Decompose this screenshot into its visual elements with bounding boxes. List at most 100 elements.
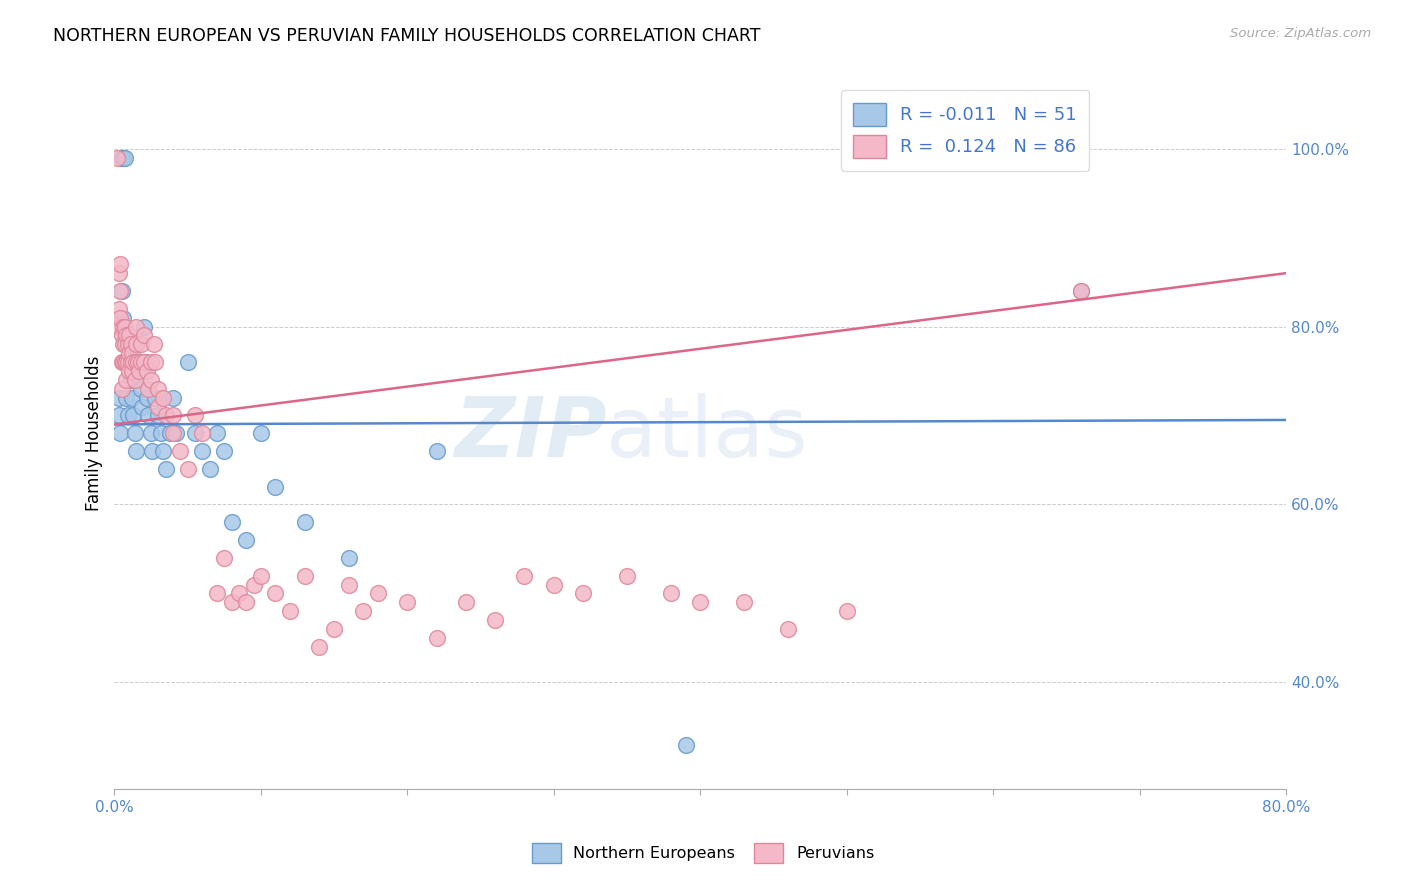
Point bbox=[205, 426, 228, 441]
Point bbox=[110, 426, 132, 441]
Point bbox=[139, 355, 162, 369]
Point bbox=[169, 444, 191, 458]
Point bbox=[135, 391, 157, 405]
Point bbox=[145, 391, 167, 405]
Point bbox=[129, 382, 152, 396]
Point bbox=[134, 355, 156, 369]
Point bbox=[125, 444, 148, 458]
Point bbox=[125, 337, 148, 351]
Point bbox=[118, 364, 141, 378]
Point bbox=[132, 328, 155, 343]
Point bbox=[145, 355, 167, 369]
Point bbox=[323, 622, 346, 636]
Point bbox=[659, 586, 682, 600]
Point bbox=[118, 328, 141, 343]
Point bbox=[115, 328, 138, 343]
Point bbox=[191, 426, 214, 441]
Point bbox=[148, 382, 170, 396]
Point bbox=[152, 444, 174, 458]
Point bbox=[484, 613, 506, 627]
Point bbox=[127, 355, 149, 369]
Point bbox=[114, 151, 136, 165]
Point bbox=[125, 355, 148, 369]
Point bbox=[112, 310, 135, 325]
Point bbox=[689, 595, 711, 609]
Point bbox=[117, 355, 139, 369]
Point bbox=[513, 568, 536, 582]
Point bbox=[136, 382, 159, 396]
Point bbox=[135, 364, 157, 378]
Point bbox=[114, 337, 136, 351]
Point bbox=[131, 400, 153, 414]
Point bbox=[165, 426, 187, 441]
Point bbox=[117, 409, 139, 423]
Point bbox=[294, 515, 316, 529]
Point bbox=[118, 346, 141, 360]
Point bbox=[111, 151, 134, 165]
Point bbox=[250, 568, 273, 582]
Point bbox=[114, 319, 136, 334]
Point bbox=[128, 364, 150, 378]
Point bbox=[212, 550, 235, 565]
Point bbox=[120, 355, 142, 369]
Point bbox=[184, 426, 207, 441]
Point bbox=[278, 604, 301, 618]
Point bbox=[124, 373, 146, 387]
Point bbox=[122, 409, 145, 423]
Point bbox=[110, 257, 132, 271]
Point bbox=[112, 355, 135, 369]
Point bbox=[121, 346, 143, 360]
Text: Source: ZipAtlas.com: Source: ZipAtlas.com bbox=[1230, 27, 1371, 40]
Point bbox=[115, 355, 138, 369]
Point bbox=[132, 319, 155, 334]
Point bbox=[111, 284, 134, 298]
Point bbox=[337, 577, 360, 591]
Point bbox=[264, 480, 287, 494]
Point bbox=[139, 426, 162, 441]
Point bbox=[235, 595, 257, 609]
Point bbox=[426, 444, 449, 458]
Point bbox=[112, 319, 135, 334]
Point bbox=[110, 284, 132, 298]
Point bbox=[120, 373, 142, 387]
Text: NORTHERN EUROPEAN VS PERUVIAN FAMILY HOUSEHOLDS CORRELATION CHART: NORTHERN EUROPEAN VS PERUVIAN FAMILY HOU… bbox=[53, 27, 761, 45]
Point bbox=[162, 391, 184, 405]
Point bbox=[114, 355, 136, 369]
Point bbox=[112, 337, 135, 351]
Point bbox=[1070, 284, 1092, 298]
Point bbox=[107, 391, 129, 405]
Point bbox=[337, 550, 360, 565]
Point bbox=[191, 444, 214, 458]
Point bbox=[176, 355, 198, 369]
Point bbox=[155, 462, 177, 476]
Legend: R = -0.011   N = 51, R =  0.124   N = 86: R = -0.011 N = 51, R = 0.124 N = 86 bbox=[841, 90, 1090, 170]
Point bbox=[129, 337, 152, 351]
Legend: Northern Europeans, Peruvians: Northern Europeans, Peruvians bbox=[524, 835, 882, 871]
Point bbox=[176, 462, 198, 476]
Point bbox=[543, 577, 565, 591]
Point bbox=[139, 373, 162, 387]
Point bbox=[132, 355, 155, 369]
Point bbox=[122, 355, 145, 369]
Point bbox=[454, 595, 477, 609]
Point bbox=[141, 444, 163, 458]
Point bbox=[115, 355, 138, 369]
Point bbox=[111, 382, 134, 396]
Point bbox=[115, 373, 138, 387]
Point bbox=[205, 586, 228, 600]
Point bbox=[294, 568, 316, 582]
Point bbox=[125, 337, 148, 351]
Point bbox=[367, 586, 389, 600]
Point bbox=[235, 533, 257, 547]
Point bbox=[110, 310, 132, 325]
Point bbox=[129, 355, 152, 369]
Point bbox=[107, 319, 129, 334]
Point bbox=[114, 328, 136, 343]
Point bbox=[352, 604, 374, 618]
Point bbox=[124, 426, 146, 441]
Point bbox=[136, 409, 159, 423]
Point bbox=[127, 355, 149, 369]
Point bbox=[572, 586, 595, 600]
Point bbox=[250, 426, 273, 441]
Y-axis label: Family Households: Family Households bbox=[86, 356, 103, 511]
